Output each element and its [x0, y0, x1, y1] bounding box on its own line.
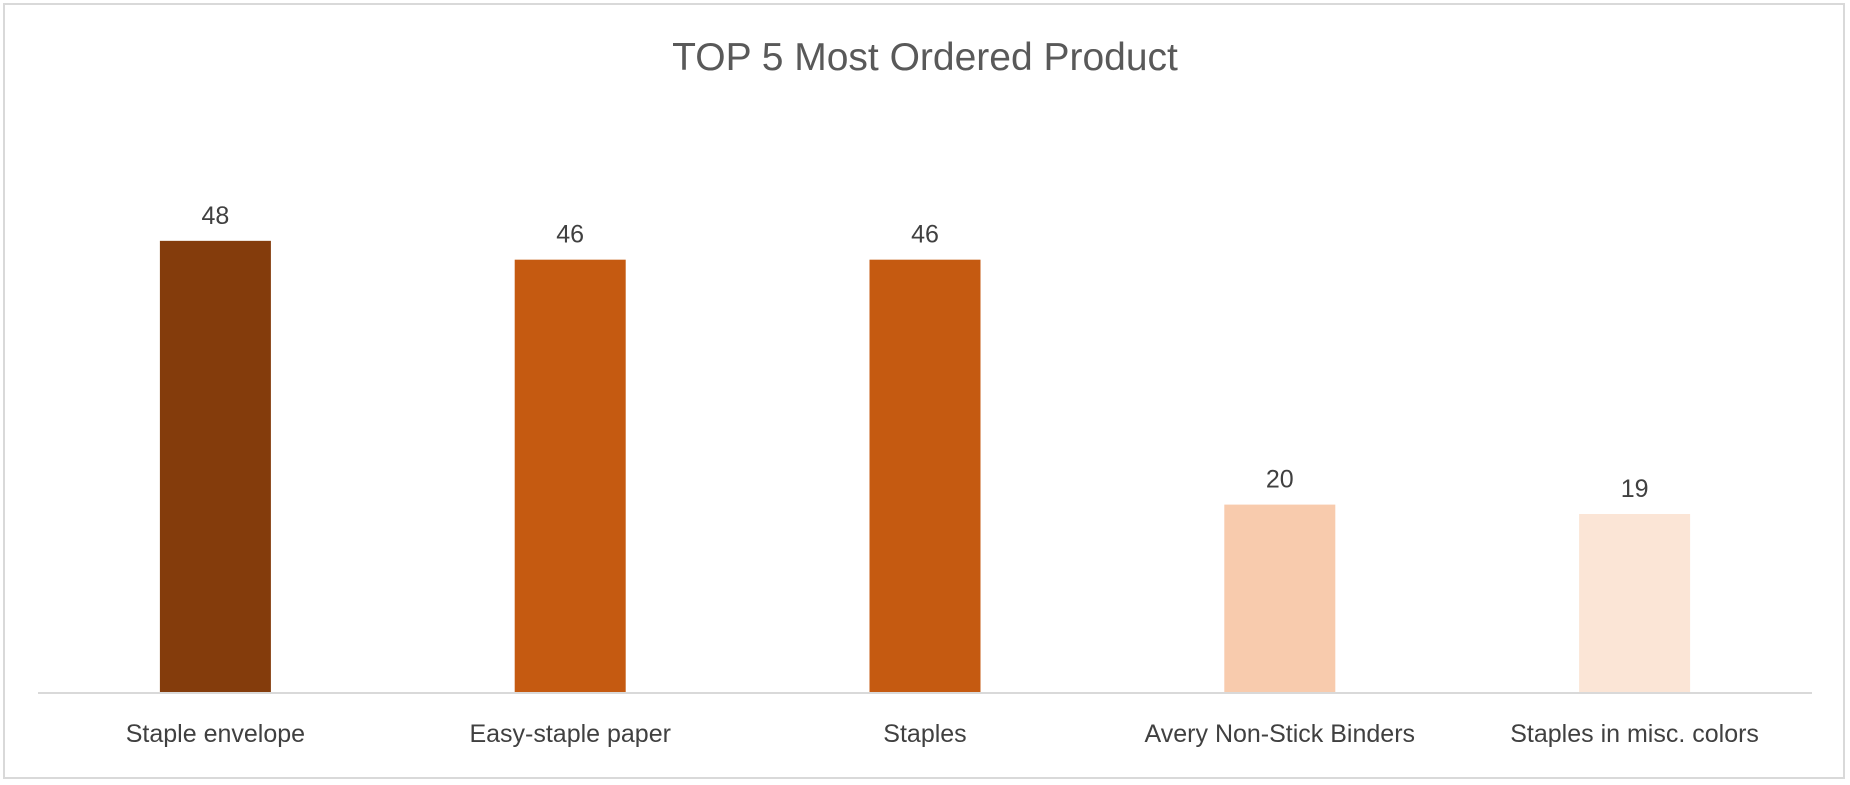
bar [1224, 504, 1336, 693]
bars-group [159, 240, 1691, 693]
data-label: 20 [1266, 466, 1294, 494]
data-label: 19 [1621, 475, 1649, 503]
x-tick-label: Easy-staple paper [469, 720, 671, 748]
x-tick-label: Staples in misc. colors [1510, 720, 1759, 748]
x-tick-label: Staple envelope [126, 720, 305, 748]
data-label: 48 [201, 202, 229, 230]
data-label: 46 [556, 221, 584, 249]
x-tick-labels-group: Staple envelope Easy-staple paper Staples A… [126, 720, 1759, 748]
bar [1579, 514, 1691, 693]
data-labels-group: 48 46 46 20 19 [201, 202, 1648, 503]
data-label: 46 [911, 221, 939, 249]
bar [869, 259, 981, 693]
bar [159, 240, 271, 693]
bar [514, 259, 626, 693]
x-tick-label: Staples [883, 720, 966, 748]
chart-title: TOP 5 Most Ordered Product [672, 36, 1178, 79]
x-tick-label: Avery Non-Stick Binders [1145, 720, 1415, 748]
